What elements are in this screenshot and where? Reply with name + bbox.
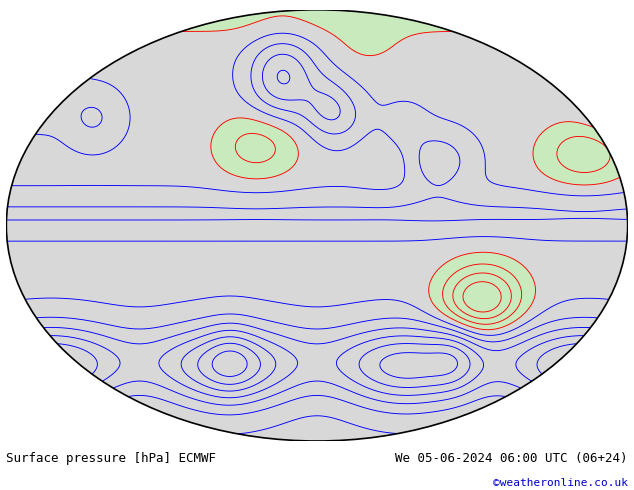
Point — [312, 221, 322, 229]
Point — [312, 221, 322, 229]
Point — [312, 221, 322, 229]
Point — [312, 221, 322, 229]
Point — [312, 221, 322, 229]
Point — [312, 221, 322, 229]
Point — [312, 221, 322, 229]
Point — [312, 221, 322, 229]
Point — [312, 221, 322, 229]
Point — [312, 221, 322, 229]
Point — [312, 221, 322, 229]
Point — [312, 221, 322, 229]
Point — [312, 221, 322, 229]
Text: We 05-06-2024 06:00 UTC (06+24): We 05-06-2024 06:00 UTC (06+24) — [395, 452, 628, 465]
Point — [312, 221, 322, 229]
Point — [312, 221, 322, 229]
Point — [312, 221, 322, 229]
Text: ©weatheronline.co.uk: ©weatheronline.co.uk — [493, 478, 628, 488]
Point — [312, 221, 322, 229]
Point — [312, 221, 322, 229]
Point — [312, 221, 322, 229]
Point — [312, 221, 322, 229]
Ellipse shape — [6, 10, 628, 441]
Point — [312, 221, 322, 229]
Point — [312, 221, 322, 229]
Text: Surface pressure [hPa] ECMWF: Surface pressure [hPa] ECMWF — [6, 452, 216, 465]
Point — [312, 221, 322, 229]
Point — [312, 221, 322, 229]
Point — [312, 221, 322, 229]
Point — [312, 221, 322, 229]
Point — [312, 221, 322, 229]
Point — [312, 221, 322, 229]
Point — [312, 221, 322, 229]
